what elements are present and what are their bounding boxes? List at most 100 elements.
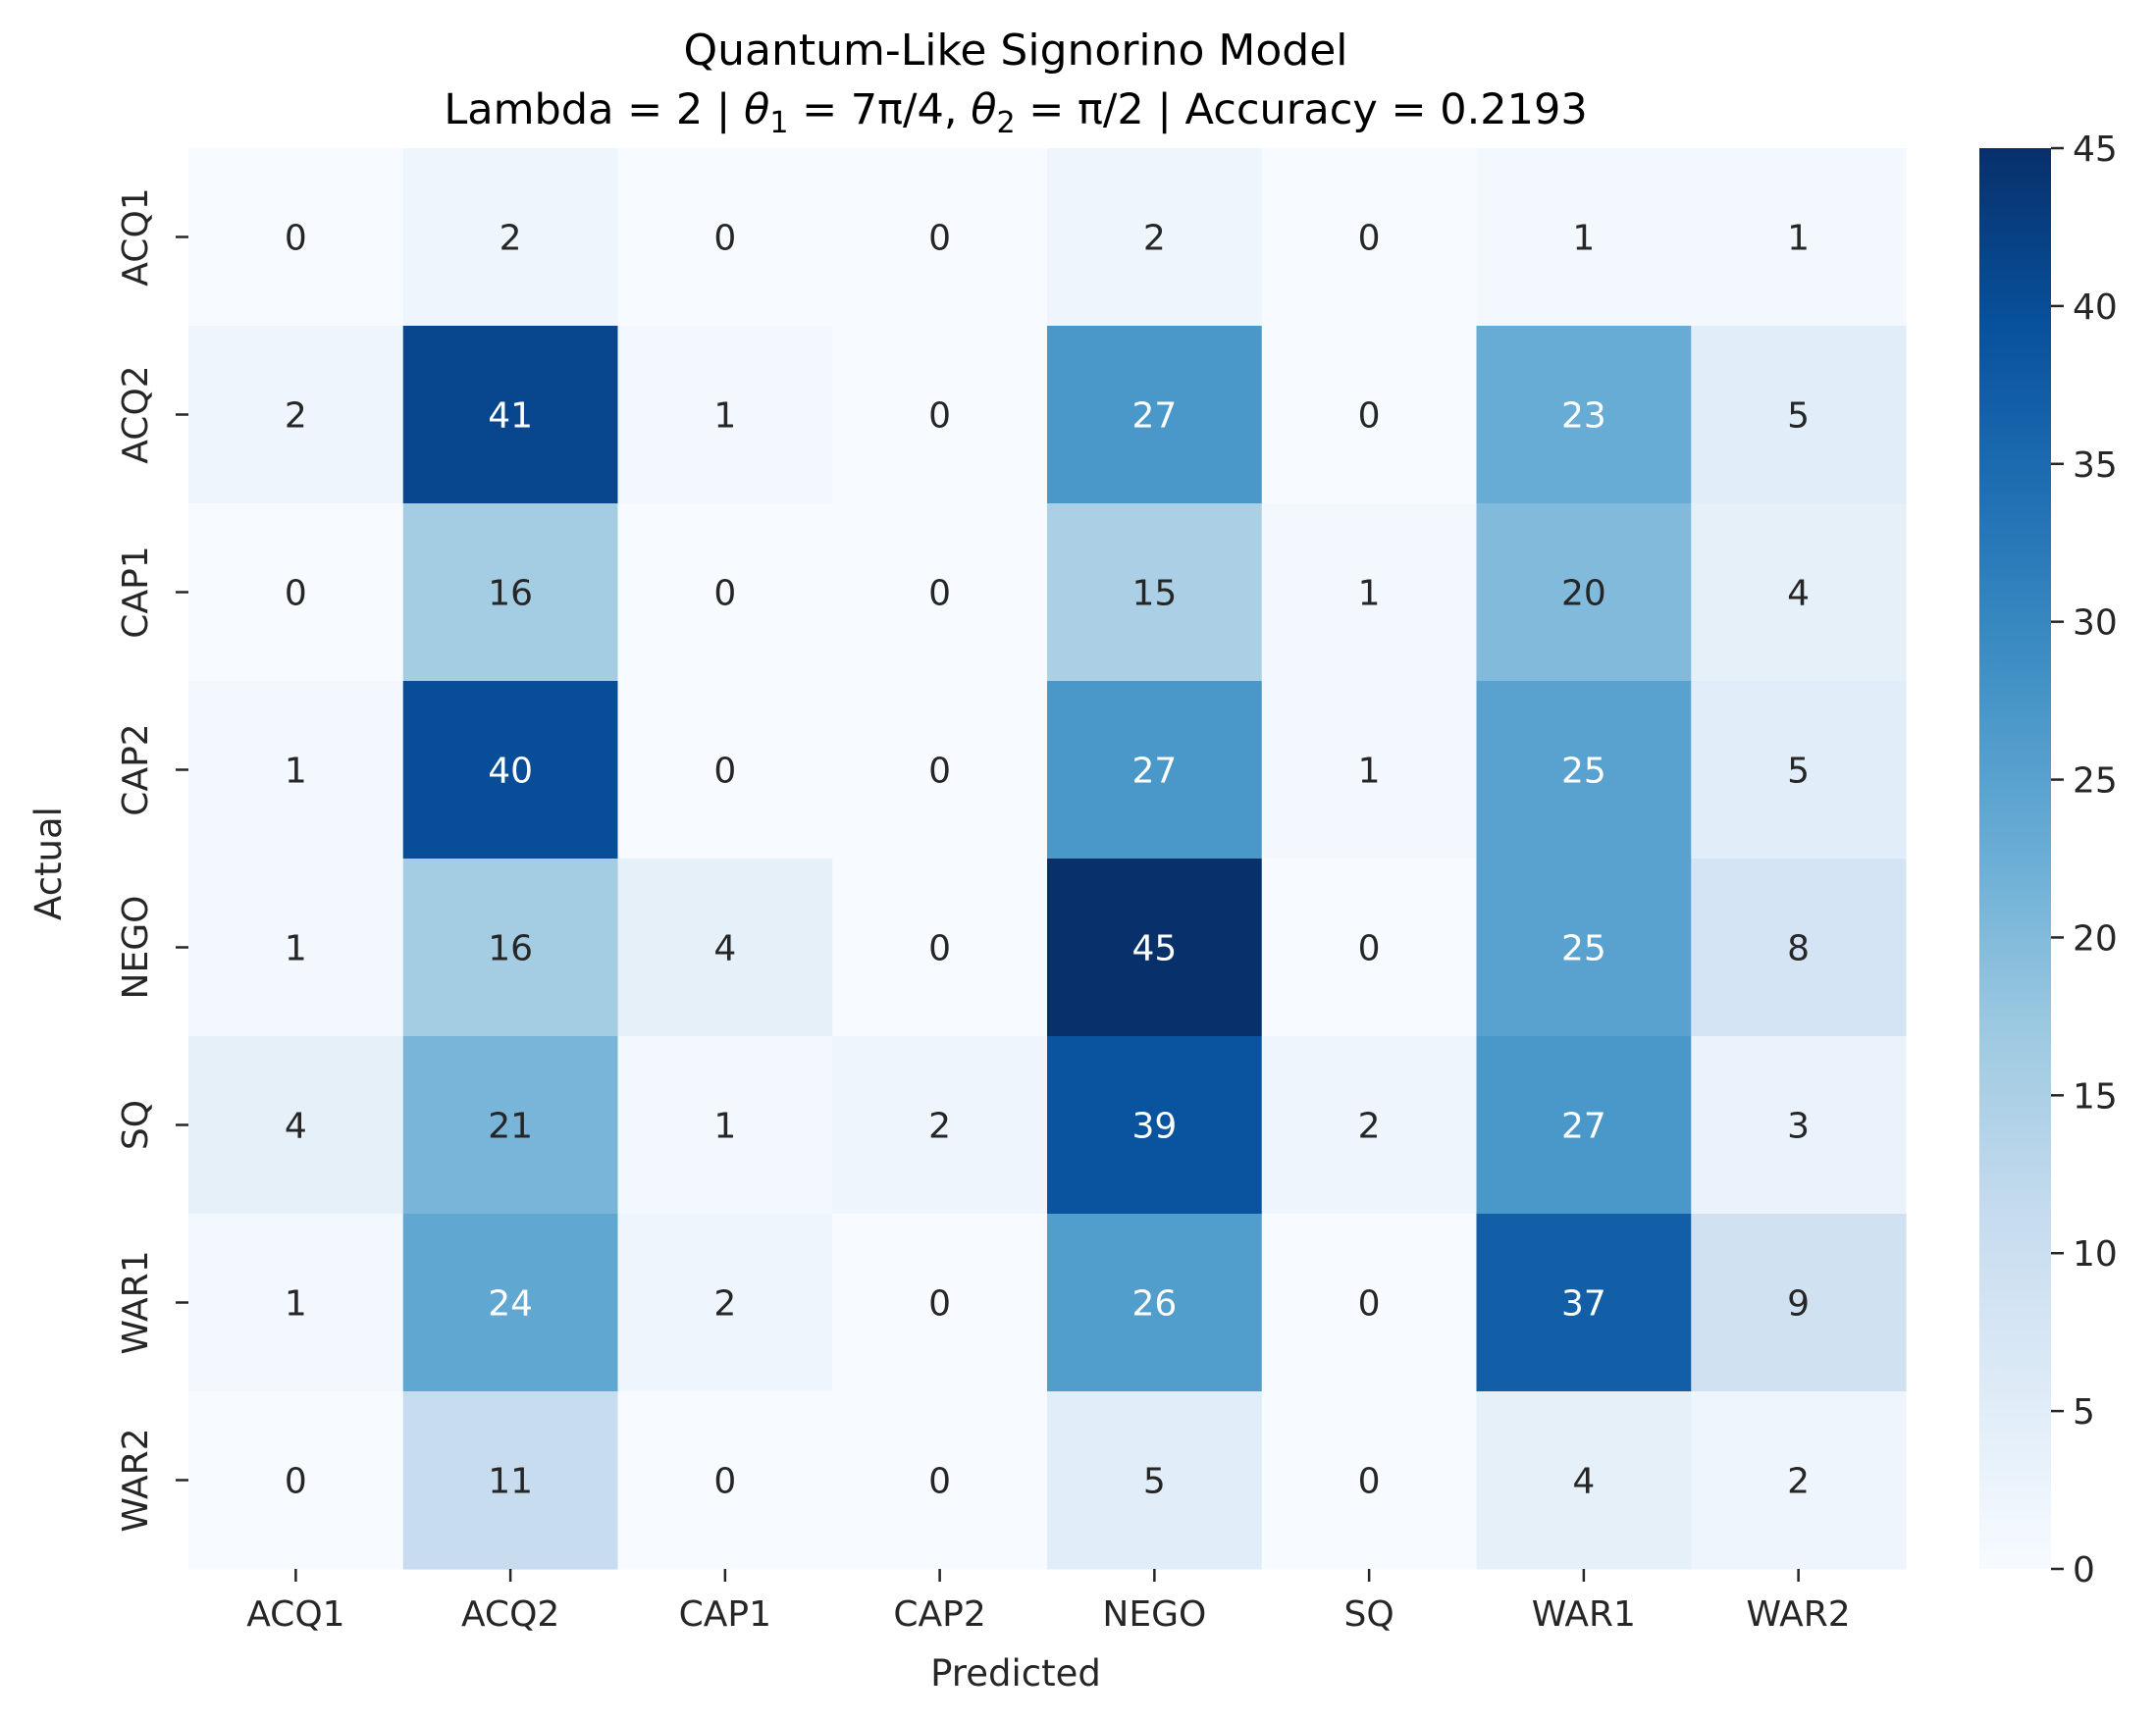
heatmap-cell <box>617 1214 833 1392</box>
x-axis-ticks: ACQ1 ACQ2 CAP1 CAP2 NEGO SQ WAR1 WAR2 <box>246 1569 1851 1635</box>
cell-value-label: 1 <box>285 929 307 969</box>
cell-value-label: 2 <box>1358 1107 1381 1147</box>
heatmap-cell <box>1476 1391 1692 1570</box>
cell-value-label: 21 <box>488 1107 533 1147</box>
y-tick-label: NEGO <box>116 896 156 1000</box>
heatmap-cell <box>832 326 1048 504</box>
cell-value-label: 0 <box>713 752 736 792</box>
cell-value-label: 0 <box>928 574 951 614</box>
heatmap-cell <box>1691 148 1907 327</box>
colorbar-tick-label: 0 <box>2073 1550 2095 1591</box>
colorbar-tick-label: 30 <box>2073 603 2118 644</box>
heatmap-cell <box>1476 1036 1692 1215</box>
heatmap-cell <box>617 681 833 860</box>
heatmap-cell <box>1261 859 1478 1037</box>
cell-value-label: 41 <box>488 396 533 437</box>
y-axis-ticks: ACQ1 ACQ2 CAP1 CAP2 NEGO SQ WAR1 WAR2 <box>116 187 188 1533</box>
cell-value-label: 26 <box>1131 1284 1177 1325</box>
colorbar-tick-label: 45 <box>2073 130 2118 170</box>
heatmap-cell <box>188 681 404 860</box>
cell-value-label: 5 <box>1787 752 1810 792</box>
cell-value-label: 27 <box>1561 1107 1606 1147</box>
heatmap-cell <box>402 326 619 504</box>
heatmap-cell <box>1691 503 1907 682</box>
heatmap-cell <box>617 859 833 1037</box>
heatmap-cells <box>188 148 1907 1570</box>
heatmap-cell <box>1047 148 1263 327</box>
cell-value-label: 5 <box>1787 396 1810 437</box>
cell-value-label: 0 <box>285 1462 307 1502</box>
colorbar-tick-label: 15 <box>2073 1076 2118 1117</box>
heatmap-cell <box>1047 1391 1263 1570</box>
cell-value-label: 1 <box>1787 219 1810 259</box>
heatmap-cell <box>617 1036 833 1215</box>
cell-value-label: 0 <box>285 219 307 259</box>
cell-value-label: 20 <box>1561 574 1606 614</box>
cell-value-label: 40 <box>488 752 533 792</box>
heatmap-cell <box>402 1036 619 1215</box>
heatmap-cell <box>188 1214 404 1392</box>
cell-value-label: 16 <box>488 574 533 614</box>
cell-value-label: 2 <box>928 1107 951 1147</box>
subtitle-theta2-value: = π/2 | Accuracy = 0.2193 <box>1016 85 1588 134</box>
cell-value-label: 27 <box>1131 752 1177 792</box>
chart-subtitle: Lambda = 2 | θ1 = 7π/4, θ2 = π/2 | Accur… <box>444 85 1587 140</box>
heatmap-cell <box>1476 859 1692 1037</box>
cell-value-label: 1 <box>1572 219 1595 259</box>
heatmap-cell <box>188 503 404 682</box>
heatmap-cell <box>1476 681 1692 860</box>
heatmap-cell <box>1691 681 1907 860</box>
heatmap-cell <box>832 681 1048 860</box>
heatmap-cell <box>1261 1036 1478 1215</box>
subtitle-theta2-sub: 2 <box>997 106 1016 140</box>
y-tick-label: SQ <box>116 1100 156 1150</box>
cell-value-label: 45 <box>1131 929 1177 969</box>
cell-value-label: 16 <box>488 929 533 969</box>
heatmap-cell <box>1261 326 1478 504</box>
cell-value-label: 0 <box>928 219 951 259</box>
cell-value-label: 1 <box>1358 574 1381 614</box>
heatmap-cell <box>402 1214 619 1392</box>
cell-value-label: 0 <box>928 929 951 969</box>
heatmap-cell <box>1476 1214 1692 1392</box>
cell-value-label: 0 <box>713 574 736 614</box>
heatmap-cell <box>1261 1214 1478 1392</box>
y-tick-label: CAP1 <box>116 546 156 638</box>
cell-value-label: 0 <box>713 1462 736 1502</box>
cell-value-label: 1 <box>285 1284 307 1325</box>
subtitle-theta1-sub: 1 <box>769 106 788 140</box>
heatmap-cell <box>832 1214 1048 1392</box>
heatmap-cell <box>1261 148 1478 327</box>
heatmap-cell <box>1047 859 1263 1037</box>
cell-value-label: 0 <box>928 396 951 437</box>
cell-value-label: 8 <box>1787 929 1810 969</box>
heatmap-cell <box>1691 859 1907 1037</box>
heatmap-cell <box>1047 503 1263 682</box>
subtitle-prefix: Lambda = 2 | <box>444 85 744 134</box>
y-tick-label: ACQ1 <box>116 187 156 286</box>
colorbar-ticks: 0 5 10 15 20 25 30 35 40 45 <box>2051 130 2118 1591</box>
colorbar-tick-label: 10 <box>2073 1234 2118 1275</box>
cell-value-label: 1 <box>713 396 736 437</box>
x-tick-label: WAR1 <box>1532 1594 1636 1635</box>
heatmap-cell <box>188 148 404 327</box>
colorbar-tick-label: 40 <box>2073 287 2118 328</box>
colorbar-tick-label: 5 <box>2073 1392 2095 1433</box>
cell-value-label: 39 <box>1131 1107 1177 1147</box>
heatmap-cell <box>1047 1036 1263 1215</box>
y-tick-label: CAP2 <box>116 723 156 815</box>
y-tick-label: WAR1 <box>116 1250 156 1354</box>
cell-value-label: 4 <box>285 1107 307 1147</box>
cell-value-label: 3 <box>1787 1107 1810 1147</box>
cell-value-label: 0 <box>1358 396 1381 437</box>
cell-value-label: 0 <box>1358 929 1381 969</box>
heatmap-cell <box>1691 1214 1907 1392</box>
cell-value-label: 0 <box>1358 1462 1381 1502</box>
heatmap-cell <box>1691 1036 1907 1215</box>
heatmap-cell <box>1047 1214 1263 1392</box>
cell-value-labels: 0 2 0 0 2 0 1 12 41 1 0 27 0 23 50 16 0 0 15 1 20 41 40 0 0 27 1 25… <box>285 219 1810 1502</box>
heatmap-cell <box>1261 503 1478 682</box>
heatmap-cell <box>617 503 833 682</box>
heatmap-cell <box>1476 326 1692 504</box>
heatmap-cell <box>188 1036 404 1215</box>
